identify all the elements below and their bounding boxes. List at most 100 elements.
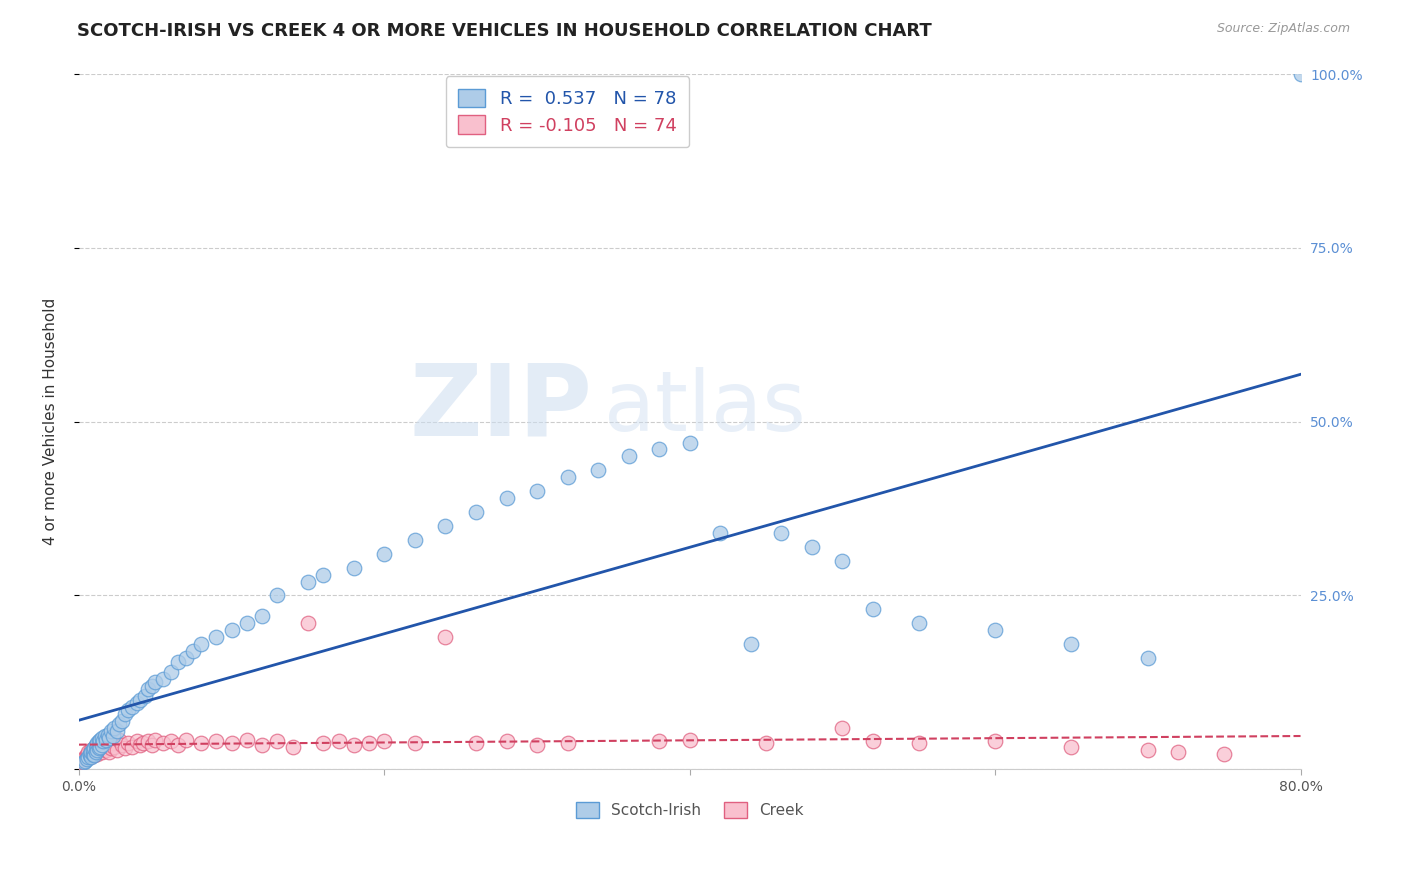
Point bbox=[373, 734, 395, 748]
Point bbox=[907, 616, 929, 631]
Point bbox=[97, 727, 120, 741]
Point bbox=[83, 748, 105, 763]
Point bbox=[266, 734, 288, 748]
Point bbox=[159, 734, 181, 748]
Point bbox=[167, 655, 190, 669]
Point bbox=[679, 733, 702, 747]
Point bbox=[70, 756, 93, 770]
Point bbox=[312, 736, 335, 750]
Point bbox=[90, 738, 112, 752]
Point bbox=[117, 736, 139, 750]
Point bbox=[152, 672, 174, 686]
Point bbox=[77, 749, 100, 764]
Point bbox=[101, 736, 124, 750]
Point bbox=[105, 743, 128, 757]
Point bbox=[87, 734, 110, 748]
Point bbox=[328, 734, 350, 748]
Point bbox=[648, 734, 671, 748]
Point bbox=[80, 745, 103, 759]
Point bbox=[648, 442, 671, 457]
Point bbox=[107, 733, 129, 747]
Point bbox=[83, 748, 105, 763]
Point bbox=[755, 736, 778, 750]
Point bbox=[111, 714, 134, 728]
Point bbox=[93, 741, 115, 756]
Point bbox=[1213, 747, 1236, 761]
Point bbox=[79, 748, 101, 763]
Point bbox=[132, 736, 155, 750]
Point bbox=[76, 752, 98, 766]
Point bbox=[1167, 745, 1189, 759]
Point bbox=[90, 745, 112, 759]
Point bbox=[83, 741, 105, 756]
Point bbox=[105, 724, 128, 739]
Legend: Scotch-Irish, Creek: Scotch-Irish, Creek bbox=[569, 796, 810, 824]
Point bbox=[103, 721, 125, 735]
Point bbox=[134, 690, 156, 704]
Point bbox=[465, 505, 488, 519]
Point bbox=[86, 736, 108, 750]
Point bbox=[1289, 67, 1312, 81]
Point bbox=[77, 747, 100, 761]
Text: atlas: atlas bbox=[605, 368, 806, 449]
Point bbox=[143, 733, 166, 747]
Point bbox=[86, 747, 108, 761]
Point bbox=[221, 624, 243, 638]
Point bbox=[89, 740, 111, 755]
Point bbox=[167, 738, 190, 752]
Point bbox=[98, 738, 121, 752]
Point bbox=[98, 731, 121, 745]
Point bbox=[73, 754, 96, 768]
Point bbox=[84, 745, 107, 759]
Point bbox=[236, 733, 259, 747]
Point bbox=[107, 717, 129, 731]
Point bbox=[617, 450, 640, 464]
Point bbox=[221, 736, 243, 750]
Point bbox=[121, 699, 143, 714]
Point bbox=[495, 491, 517, 505]
Point bbox=[98, 745, 121, 759]
Point bbox=[770, 525, 793, 540]
Point bbox=[862, 734, 884, 748]
Point bbox=[297, 574, 319, 589]
Text: SCOTCH-IRISH VS CREEK 4 OR MORE VEHICLES IN HOUSEHOLD CORRELATION CHART: SCOTCH-IRISH VS CREEK 4 OR MORE VEHICLES… bbox=[77, 22, 932, 40]
Point bbox=[103, 740, 125, 755]
Point bbox=[84, 738, 107, 752]
Point bbox=[190, 736, 212, 750]
Point bbox=[94, 729, 117, 743]
Point bbox=[1136, 743, 1159, 757]
Point bbox=[526, 738, 548, 752]
Point bbox=[434, 519, 457, 533]
Point bbox=[80, 743, 103, 757]
Point bbox=[557, 470, 579, 484]
Point bbox=[250, 609, 273, 624]
Point bbox=[404, 533, 426, 547]
Point bbox=[1136, 651, 1159, 665]
Point bbox=[136, 734, 159, 748]
Point bbox=[87, 743, 110, 757]
Point bbox=[90, 736, 112, 750]
Point bbox=[373, 547, 395, 561]
Point bbox=[86, 738, 108, 752]
Point bbox=[831, 721, 853, 735]
Point bbox=[76, 748, 98, 763]
Point bbox=[205, 630, 228, 644]
Point bbox=[1060, 740, 1083, 755]
Point bbox=[79, 747, 101, 761]
Text: Source: ZipAtlas.com: Source: ZipAtlas.com bbox=[1216, 22, 1350, 36]
Point bbox=[73, 749, 96, 764]
Point bbox=[800, 540, 823, 554]
Point bbox=[82, 747, 104, 761]
Point bbox=[831, 554, 853, 568]
Point bbox=[159, 665, 181, 679]
Point bbox=[77, 745, 100, 759]
Point bbox=[143, 675, 166, 690]
Point bbox=[141, 738, 163, 752]
Point bbox=[114, 706, 136, 721]
Point bbox=[190, 637, 212, 651]
Point bbox=[80, 749, 103, 764]
Point bbox=[984, 734, 1007, 748]
Point bbox=[984, 624, 1007, 638]
Point bbox=[250, 738, 273, 752]
Point bbox=[907, 736, 929, 750]
